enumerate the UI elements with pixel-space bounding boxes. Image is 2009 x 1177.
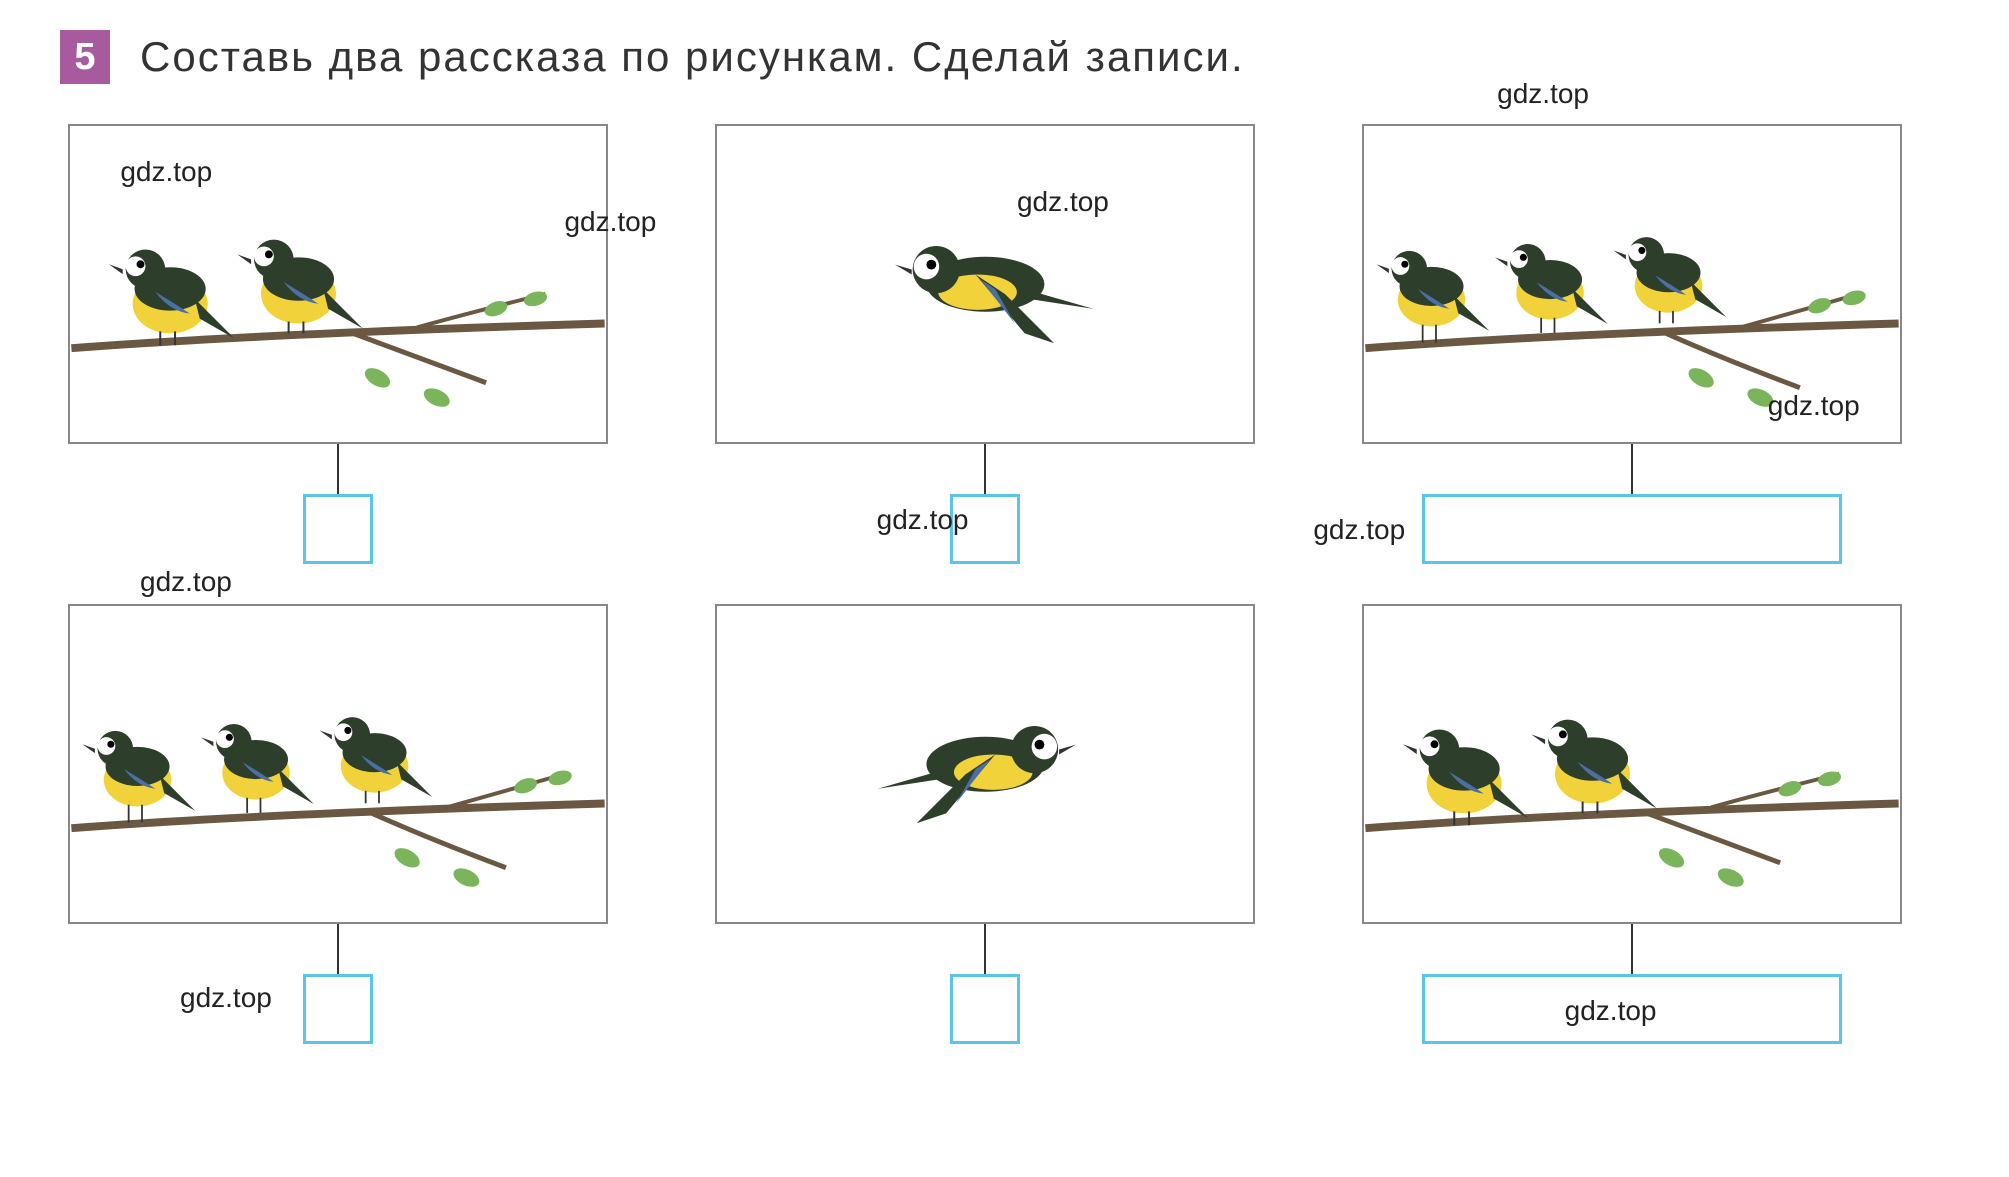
connector-line — [337, 444, 339, 494]
watermark: gdz.top — [140, 566, 232, 598]
birds-on-branch-2 — [70, 126, 606, 442]
cell-1-2: gdz.top gdz.top — [707, 124, 1264, 564]
connector-line — [337, 924, 339, 974]
question-text: Составь два рассказа по рисункам. Сделай… — [140, 33, 1245, 81]
cell-2-2 — [707, 604, 1264, 1044]
answer-box[interactable] — [303, 494, 373, 564]
question-number-badge: 5 — [60, 30, 110, 84]
answer-box[interactable] — [950, 494, 1020, 564]
connector-line — [984, 444, 986, 494]
answer-box[interactable] — [303, 974, 373, 1044]
birds-on-branch-2 — [1364, 606, 1900, 922]
picture-frame: gdz.top gdz.top — [68, 124, 608, 444]
cell-1-1: gdz.top gdz.top — [60, 124, 617, 564]
watermark: gdz.top — [1565, 995, 1657, 1027]
picture-frame — [68, 604, 608, 924]
cell-2-1: gdz.top — [60, 604, 617, 1044]
picture-frame: gdz.top — [1362, 124, 1902, 444]
birds-on-branch-3 — [70, 606, 606, 922]
answer-box[interactable] — [950, 974, 1020, 1044]
connector-line — [1631, 444, 1633, 494]
flying-bird-icon — [838, 666, 1133, 863]
cell-2-3: gdz.top — [1353, 604, 1910, 1044]
answer-box-wide[interactable] — [1422, 494, 1842, 564]
picture-frame: gdz.top — [715, 124, 1255, 444]
answer-box-wide[interactable]: gdz.top — [1422, 974, 1842, 1044]
cell-1-3: gdz.top — [1353, 124, 1910, 564]
watermark: gdz.top — [1313, 514, 1405, 546]
connector-line — [984, 924, 986, 974]
exercise-grid: gdz.top gdz.top — [60, 124, 1910, 1044]
flying-bird-icon — [838, 186, 1133, 383]
picture-frame — [715, 604, 1255, 924]
watermark: gdz.top — [180, 982, 272, 1014]
birds-on-branch-3 — [1364, 126, 1900, 442]
picture-frame — [1362, 604, 1902, 924]
connector-line — [1631, 924, 1633, 974]
